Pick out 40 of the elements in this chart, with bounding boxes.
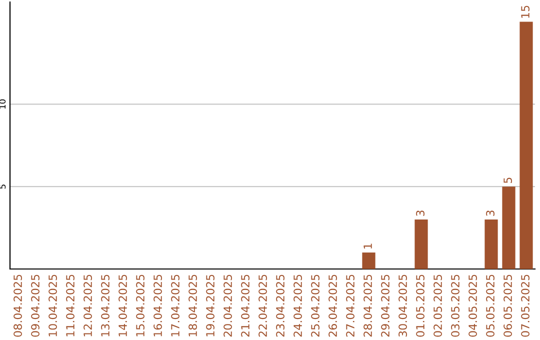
x-tick-label: 28.04.2025 <box>364 274 372 337</box>
x-tick-label: 14.04.2025 <box>118 274 127 336</box>
x-tick-label: 16.04.2025 <box>154 274 162 336</box>
bar <box>520 22 533 269</box>
x-tick-label: 20.04.2025 <box>224 274 232 337</box>
x-tick-label: 18.04.2025 <box>188 274 197 336</box>
x-tick-label: 25.04.2025 <box>311 274 320 337</box>
x-tick-label: 19.04.2025 <box>206 274 214 336</box>
x-tick-label: 10.04.2025 <box>48 274 57 336</box>
x-tick-label: 08.04.2025 <box>14 274 22 337</box>
bar <box>362 252 376 269</box>
x-tick-label: 17.04.2025 <box>171 274 180 336</box>
data-label: 3 <box>486 210 494 216</box>
x-tick-label: 15.04.2025 <box>136 274 144 336</box>
x-tick-label: 23.04.2025 <box>276 274 284 337</box>
x-tick-label: 24.04.2025 <box>294 274 302 337</box>
data-label: 5 <box>504 178 512 183</box>
data-label: 15 <box>521 6 530 18</box>
x-tick-label: 22.04.2025 <box>258 274 267 337</box>
x-tick-label: 05.05.2025 <box>486 274 494 337</box>
x-tick-label: 06.05.2025 <box>504 274 512 337</box>
bar <box>484 220 498 269</box>
x-tick-label: 13.04.2025 <box>101 274 110 336</box>
x-tick-label: 27.04.2025 <box>346 274 354 337</box>
x-tick-label: 12.04.2025 <box>84 274 92 336</box>
bar <box>414 220 428 269</box>
x-tick-label: 29.04.2025 <box>381 274 390 337</box>
x-tick-label: 11.04.2025 <box>66 274 74 336</box>
x-tick-label: 02.05.2025 <box>434 274 442 337</box>
x-tick-label: 07.05.2025 <box>521 274 530 337</box>
x-tick-label: 21.04.2025 <box>241 274 250 337</box>
x-tick-label: 01.05.2025 <box>416 274 424 337</box>
x-tick-label: 04.05.2025 <box>468 274 477 337</box>
data-label: 3 <box>416 210 424 216</box>
x-tick-label: 26.04.2025 <box>328 274 337 337</box>
x-tick-label: 09.04.2025 <box>31 274 40 337</box>
x-tick-label: 03.05.2025 <box>451 274 460 337</box>
x-tick-label: 30.04.2025 <box>398 274 407 337</box>
data-label: 1 <box>364 244 372 249</box>
bar <box>502 186 516 269</box>
